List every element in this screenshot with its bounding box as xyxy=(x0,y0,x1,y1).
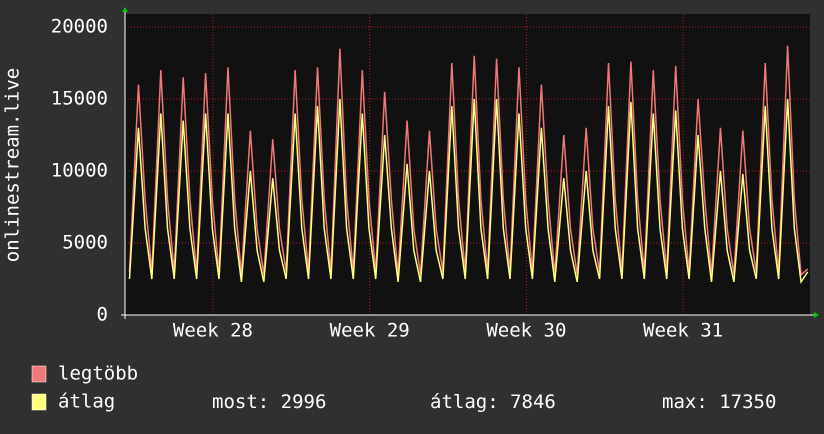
stat: átlag: 7846 xyxy=(430,391,556,413)
legend-swatch xyxy=(31,365,47,383)
series-line xyxy=(128,45,809,277)
legend-label: legtöbb xyxy=(58,363,138,385)
stat-value: 7846 xyxy=(510,391,556,413)
legend: legtöbb átlag xyxy=(31,363,138,413)
series-line xyxy=(128,98,809,284)
y-tick-label: 10000 xyxy=(51,160,108,182)
legend-swatch xyxy=(31,393,47,411)
plot-area xyxy=(125,14,810,315)
y-tick-label: 0 xyxy=(97,304,108,326)
y-tick-label: 20000 xyxy=(51,16,108,38)
stat-value: 17350 xyxy=(719,391,776,413)
stat: most: 2996 xyxy=(212,391,326,413)
y-tick-label: 15000 xyxy=(51,88,108,110)
stat-label: most: xyxy=(212,391,269,413)
y-axis-label: onlinestream.live xyxy=(2,68,24,262)
axis-arrow xyxy=(814,312,819,318)
stat-label: átlag: xyxy=(430,391,499,413)
stat: max: 17350 xyxy=(662,391,776,413)
x-tick-label: Week 31 xyxy=(643,320,723,342)
x-tick-label: Week 30 xyxy=(486,320,566,342)
y-tick-label: 5000 xyxy=(62,232,108,254)
legend-label: átlag xyxy=(58,391,115,413)
x-tick-label: Week 28 xyxy=(173,320,253,342)
x-tick-label: Week 29 xyxy=(330,320,410,342)
stat-value: 2996 xyxy=(281,391,327,413)
axis-arrow xyxy=(122,7,128,12)
stat-label: max: xyxy=(662,391,708,413)
